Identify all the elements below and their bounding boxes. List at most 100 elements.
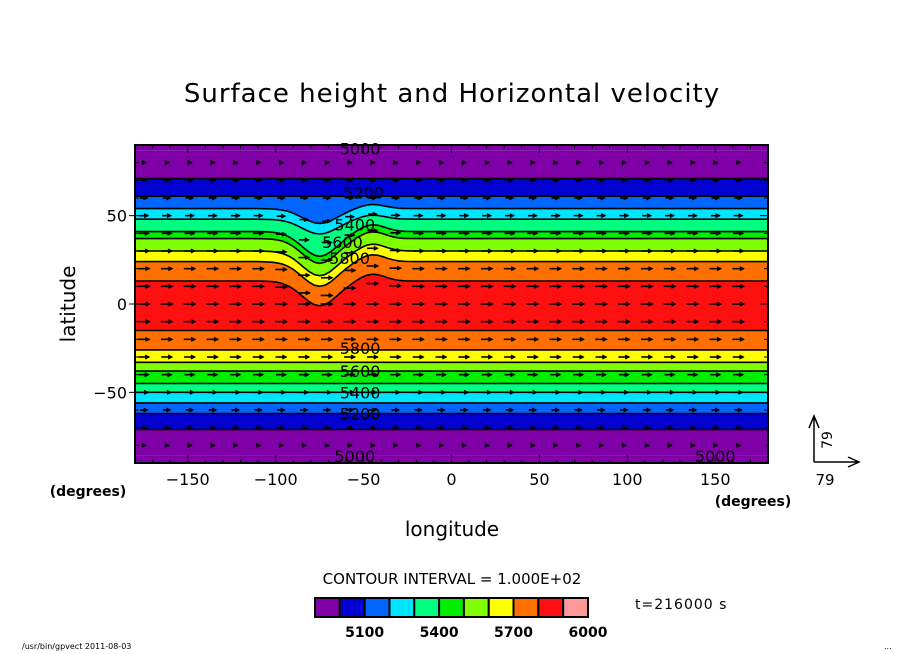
velocity-arrow xyxy=(712,177,720,183)
velocity-arrow xyxy=(549,354,562,360)
x-tick-label: 0 xyxy=(446,470,456,489)
velocity-arrow xyxy=(367,372,379,378)
velocity-arrow xyxy=(187,160,193,166)
velocity-arrow xyxy=(207,389,218,395)
velocity-arrow xyxy=(598,160,605,166)
velocity-arrow xyxy=(255,177,263,183)
velocity-arrow xyxy=(436,230,448,236)
velocity-arrow xyxy=(230,389,241,395)
velocity-arrow xyxy=(389,283,403,289)
velocity-arrow xyxy=(552,160,559,166)
velocity-arrow xyxy=(437,425,446,431)
colorbar-cell xyxy=(413,597,441,618)
velocity-arrow xyxy=(162,195,172,201)
velocity-arrow xyxy=(640,336,654,342)
velocity-arrow xyxy=(344,354,357,360)
velocity-arrow xyxy=(575,160,582,166)
contour-band xyxy=(135,362,768,372)
velocity-arrow xyxy=(687,389,698,395)
velocity-arrow xyxy=(161,354,174,360)
x-axis: −150 −100 −50 0 50 100 150 xyxy=(134,145,769,489)
velocity-arrow xyxy=(574,407,583,413)
velocity-arrow xyxy=(412,336,425,342)
velocity-arrow xyxy=(732,266,745,272)
contour-label: 5200 xyxy=(340,405,381,424)
velocity-arrow xyxy=(686,336,700,342)
velocity-arrow xyxy=(207,230,219,236)
reference-vector-arrows-icon xyxy=(808,414,861,468)
velocity-arrow xyxy=(481,354,494,360)
velocity-arrow xyxy=(210,442,216,448)
velocity-arrow xyxy=(300,425,308,431)
x-axis-units: (degrees) xyxy=(715,494,792,510)
velocity-arrow xyxy=(665,407,675,413)
velocity-arrow xyxy=(321,240,333,245)
velocity-arrow xyxy=(550,372,562,378)
velocity-arrow xyxy=(552,442,559,448)
velocity-arrow xyxy=(160,266,174,272)
velocity-arrow xyxy=(160,301,174,307)
velocity-arrow xyxy=(275,284,288,290)
velocity-arrow xyxy=(254,407,263,413)
velocity-arrow xyxy=(595,248,608,254)
contour-label: 5600 xyxy=(340,362,381,381)
velocity-arrow xyxy=(621,160,628,166)
colorbar-cell xyxy=(537,597,565,618)
velocity-arrow xyxy=(252,354,265,360)
y-tick-label: 0 xyxy=(117,295,127,314)
velocity-arrow xyxy=(643,177,651,183)
velocity-arrow xyxy=(527,230,539,236)
chart-title: Surface height and Horizontal velocity xyxy=(184,79,720,109)
velocity-arrow xyxy=(389,265,403,271)
velocity-arrow xyxy=(437,195,446,201)
velocity-arrow xyxy=(712,160,719,166)
velocity-arrow xyxy=(229,283,243,289)
time-label: t=216000 s xyxy=(635,597,727,613)
velocity-arrow xyxy=(690,160,696,166)
velocity-arrow xyxy=(732,319,746,325)
velocity-arrow xyxy=(412,248,425,254)
velocity-arrow xyxy=(482,407,492,413)
velocity-arrow xyxy=(413,372,425,378)
velocity-arrow xyxy=(597,407,606,413)
velocity-arrow xyxy=(366,301,380,307)
velocity-arrow xyxy=(206,354,219,360)
velocity-arrow xyxy=(550,389,561,395)
velocity-arrow xyxy=(689,425,697,431)
velocity-arrow xyxy=(458,248,471,254)
velocity-arrow xyxy=(209,425,217,431)
velocity-arrow xyxy=(460,195,469,201)
velocity-arrow xyxy=(298,354,311,360)
velocity-arrow xyxy=(526,248,539,254)
velocity-arrow xyxy=(413,213,424,219)
velocity-arrow xyxy=(573,213,584,219)
velocity-arrow xyxy=(526,301,540,307)
velocity-arrow xyxy=(437,177,446,183)
velocity-arrow xyxy=(480,336,494,342)
velocity-arrow xyxy=(664,248,677,254)
velocity-arrow xyxy=(324,160,331,166)
velocity-arrow xyxy=(503,266,517,272)
velocity-arrow xyxy=(275,354,288,360)
velocity-arrow xyxy=(619,213,630,219)
velocity-arrow xyxy=(321,372,333,378)
velocity-arrow xyxy=(183,336,197,342)
velocity-arrow xyxy=(458,336,471,342)
velocity-arrow xyxy=(366,245,379,251)
velocity-arrow xyxy=(275,319,288,325)
velocity-arrow xyxy=(641,372,653,378)
velocity-arrow xyxy=(298,255,311,260)
contour-label: 5800 xyxy=(329,249,370,268)
velocity-arrow xyxy=(346,425,354,431)
velocity-arrow xyxy=(712,425,720,431)
velocity-arrow xyxy=(618,248,631,254)
velocity-arrow xyxy=(415,177,423,183)
velocity-arrow xyxy=(686,266,700,272)
velocity-arrow xyxy=(392,425,400,431)
contour-band xyxy=(135,178,768,197)
velocity-arrow xyxy=(253,213,264,219)
velocity-arrow xyxy=(346,177,354,183)
velocity-arrow xyxy=(709,354,722,360)
velocity-arrow xyxy=(277,177,286,183)
